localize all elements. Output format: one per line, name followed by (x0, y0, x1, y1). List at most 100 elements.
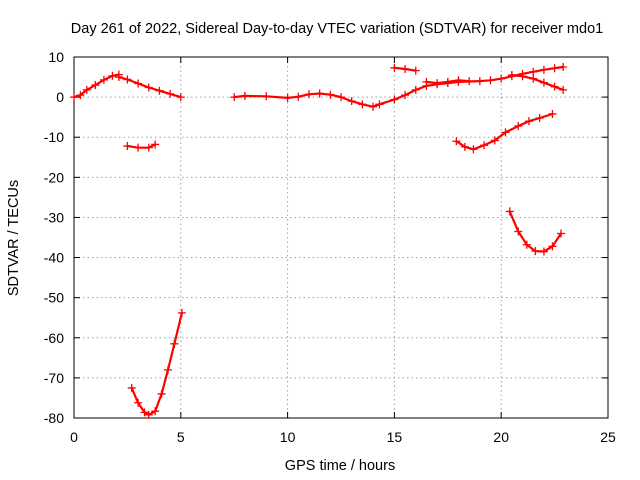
data-point (539, 247, 548, 256)
data-point (501, 128, 510, 137)
chart-title: Day 261 of 2022, Sidereal Day-to-day VTE… (71, 21, 603, 37)
series-arc-short-top (390, 63, 420, 75)
data-point (529, 74, 538, 83)
series-arc-late-fall (507, 71, 568, 94)
data-point (347, 97, 356, 106)
data-point (127, 383, 136, 392)
data-point (522, 240, 531, 249)
data-point (82, 85, 91, 94)
data-point (358, 100, 367, 109)
data-point (480, 141, 489, 150)
data-point (460, 142, 469, 151)
axis-ticks: 0 5 10 15 20 25 10 0 -10 -20 -30 -40 -50 -60 -70 -80 (44, 49, 616, 445)
data-point (134, 398, 143, 407)
data-point (157, 389, 166, 398)
data-point (369, 102, 378, 111)
y-tick-label: 10 (48, 49, 64, 65)
data-point (531, 247, 540, 256)
data-point (486, 76, 495, 85)
data-point (123, 75, 132, 84)
data-point (123, 142, 132, 151)
data-point (559, 63, 568, 72)
data-point (91, 81, 100, 90)
data-point (539, 78, 548, 87)
data-point (163, 365, 172, 374)
data-point (134, 143, 143, 152)
data-point (230, 93, 239, 102)
data-point (177, 308, 186, 317)
data-point (401, 91, 410, 100)
data-point (155, 86, 164, 95)
series-arc-early-rise (70, 70, 123, 102)
series-arc-small-dip (123, 140, 160, 152)
data-point (465, 77, 474, 86)
data-point (433, 79, 442, 88)
y-tick-label: -10 (44, 129, 64, 145)
y-tick-label: -80 (44, 410, 64, 426)
data-point (529, 67, 538, 76)
data-point (375, 100, 384, 109)
plot-frame (73, 56, 609, 419)
series-arc-early-fall (114, 73, 185, 102)
series-arc-late-mid (422, 76, 474, 88)
data-point (176, 93, 185, 102)
y-tick-label: -60 (44, 330, 64, 346)
data-point (550, 82, 559, 91)
data-point (497, 74, 506, 83)
series-line (130, 311, 183, 416)
y-tick-label: -70 (44, 370, 64, 386)
series-line (455, 112, 554, 151)
data-point (170, 339, 179, 348)
data-point (548, 109, 557, 118)
series-line (233, 65, 565, 108)
data-point (70, 93, 78, 102)
data-point (262, 92, 271, 101)
y-tick-label: -20 (44, 169, 64, 185)
data-point (337, 93, 345, 102)
data-point (535, 113, 544, 122)
data-point (99, 75, 108, 84)
data-point (390, 95, 399, 104)
data-point (140, 408, 149, 417)
series-arc-recovery (452, 109, 557, 154)
data-point (144, 83, 153, 92)
y-axis-label: SDTVAR / TECUs (6, 180, 22, 296)
series-line (510, 74, 565, 91)
data-point (550, 64, 559, 73)
y-tick-label: -50 (44, 290, 64, 306)
data-point (443, 77, 452, 86)
data-point (422, 77, 431, 86)
series-arc-midday (230, 63, 568, 111)
data-point (108, 71, 117, 80)
data-point (166, 89, 175, 98)
data-point (469, 145, 478, 154)
data-point (151, 140, 160, 149)
x-axis-label: GPS time / hours (285, 458, 395, 474)
data-point (524, 117, 533, 126)
data-layer (70, 63, 568, 419)
data-point (475, 77, 484, 86)
series-arc-deep-u (127, 308, 186, 419)
x-tick-label: 5 (177, 429, 185, 445)
data-point (134, 79, 143, 88)
data-point (557, 229, 566, 238)
data-point (76, 91, 85, 100)
data-point (294, 92, 303, 101)
data-point (401, 65, 410, 74)
data-point (304, 90, 313, 99)
data-point (315, 89, 324, 98)
series-line (126, 143, 157, 149)
data-point (283, 93, 292, 102)
data-point (507, 71, 516, 80)
data-point (240, 91, 249, 100)
x-tick-label: 15 (387, 429, 403, 445)
y-tick-label: -30 (44, 209, 64, 225)
data-point (326, 90, 335, 99)
data-point (514, 227, 523, 236)
data-point (539, 65, 548, 74)
data-point (559, 85, 568, 94)
data-point (390, 63, 399, 72)
series-arc-u-late (505, 207, 566, 256)
x-tick-label: 0 (70, 429, 78, 445)
